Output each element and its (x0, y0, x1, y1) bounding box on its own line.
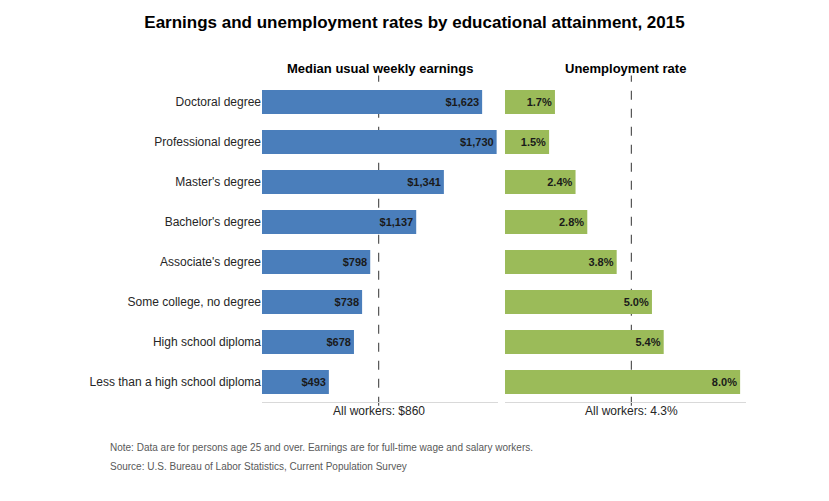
svg-text:5.4%: 5.4% (635, 336, 660, 348)
svg-text:2.8%: 2.8% (559, 216, 584, 228)
svg-text:2.4%: 2.4% (547, 176, 572, 188)
svg-text:Associate's degree: Associate's degree (160, 255, 261, 269)
svg-text:$493: $493 (301, 376, 325, 388)
svg-text:Master's degree: Master's degree (175, 175, 261, 189)
svg-text:High school diploma: High school diploma (153, 335, 261, 349)
svg-text:Median usual weekly earnings: Median usual weekly earnings (287, 61, 473, 76)
svg-text:All workers: $860: All workers: $860 (333, 404, 425, 418)
svg-text:Earnings and unemployment rate: Earnings and unemployment rates by educa… (144, 13, 684, 32)
svg-text:5.0%: 5.0% (624, 296, 649, 308)
svg-text:$1,623: $1,623 (445, 96, 479, 108)
svg-text:$738: $738 (335, 296, 359, 308)
svg-text:8.0%: 8.0% (712, 376, 737, 388)
svg-text:1.5%: 1.5% (521, 136, 546, 148)
svg-text:$1,341: $1,341 (407, 176, 441, 188)
svg-text:Doctoral degree: Doctoral degree (176, 95, 262, 109)
svg-text:Note: Data are for persons age: Note: Data are for persons age 25 and ov… (110, 442, 533, 453)
svg-text:Unemployment rate: Unemployment rate (565, 61, 686, 76)
svg-text:$678: $678 (326, 336, 350, 348)
svg-text:$1,137: $1,137 (380, 216, 414, 228)
svg-text:Some college, no degree: Some college, no degree (128, 295, 262, 309)
svg-text:$1,730: $1,730 (460, 136, 494, 148)
svg-text:Less than a high school diplom: Less than a high school diploma (90, 375, 262, 389)
svg-text:Source: U.S. Bureau of Labor S: Source: U.S. Bureau of Labor Statistics,… (110, 461, 407, 472)
svg-text:$798: $798 (343, 256, 367, 268)
svg-text:1.7%: 1.7% (527, 96, 552, 108)
svg-text:3.8%: 3.8% (588, 256, 613, 268)
svg-text:Bachelor's degree: Bachelor's degree (165, 215, 262, 229)
svg-text:All workers: 4.3%: All workers: 4.3% (585, 404, 678, 418)
svg-text:Professional degree: Professional degree (154, 135, 261, 149)
